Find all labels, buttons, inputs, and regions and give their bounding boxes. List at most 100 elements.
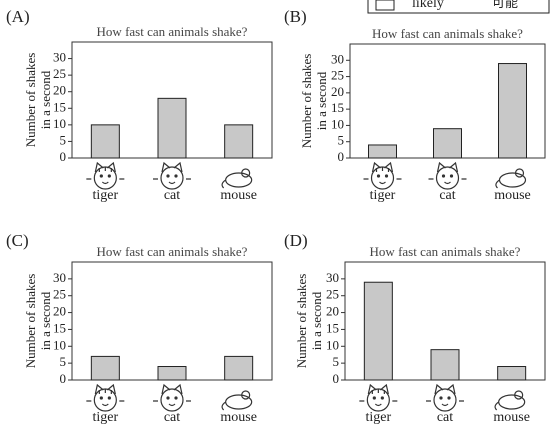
chart-title: How fast can animals shake?	[372, 26, 523, 41]
icon-shape	[437, 167, 459, 189]
y-tick-label: 0	[60, 371, 67, 386]
icon-shape	[166, 174, 169, 177]
bar	[158, 367, 186, 380]
x-tick-label: tiger	[93, 188, 119, 203]
y-tick-label: 0	[338, 149, 345, 164]
icon-shape	[100, 396, 103, 399]
icon-shape	[161, 389, 183, 411]
icon-shape	[359, 401, 397, 406]
y-axis-label: in a second	[38, 70, 53, 129]
x-tick-label: cat	[164, 410, 180, 425]
animal-icon	[496, 169, 526, 188]
animal-icon	[153, 385, 191, 411]
y-tick-label: 25	[331, 68, 344, 83]
icon-shape	[222, 402, 226, 410]
bar	[498, 367, 526, 380]
vocab-translation: 可能	[492, 0, 518, 10]
bar	[158, 98, 186, 158]
y-tick-label: 10	[53, 337, 66, 352]
x-tick-label: mouse	[220, 410, 257, 425]
y-tick-label: 20	[326, 304, 339, 319]
y-tick-label: 5	[333, 354, 340, 369]
bar	[431, 350, 459, 380]
bar	[225, 356, 253, 380]
y-axis-label: in a second	[38, 291, 53, 350]
animal-icon	[153, 163, 191, 189]
icon-shape	[100, 174, 103, 177]
y-tick-label: 25	[53, 287, 66, 302]
animal-icon	[364, 163, 402, 189]
animal-icon	[222, 391, 252, 410]
x-tick-label: mouse	[493, 410, 530, 425]
icon-shape	[166, 396, 169, 399]
y-tick-label: 30	[331, 51, 344, 66]
y-tick-label: 30	[53, 270, 66, 285]
icon-shape	[153, 401, 191, 406]
x-tick-label: tiger	[370, 188, 396, 203]
icon-shape	[108, 396, 111, 399]
y-tick-label: 15	[326, 320, 339, 335]
y-axis-label: Number of shakes	[294, 274, 309, 369]
panel-label: (B)	[284, 7, 307, 26]
vocab-box	[368, 0, 549, 13]
icon-shape	[496, 180, 500, 188]
y-tick-label: 10	[53, 116, 66, 131]
animal-icon	[86, 385, 124, 411]
y-axis-label: in a second	[314, 71, 329, 130]
icon-shape	[174, 396, 177, 399]
animal-icon	[426, 385, 464, 411]
y-axis-label: Number of shakes	[23, 53, 38, 148]
icon-shape	[426, 401, 464, 406]
y-tick-label: 0	[333, 371, 340, 386]
animal-icon	[495, 391, 525, 410]
y-tick-label: 15	[53, 99, 66, 114]
x-tick-label: tiger	[366, 410, 392, 425]
icon-shape	[161, 167, 183, 189]
chart-title: How fast can animals shake?	[97, 244, 248, 259]
icon-shape	[447, 396, 450, 399]
panel-label: (A)	[6, 7, 30, 26]
panel-label: (D)	[284, 231, 308, 250]
icon-shape	[222, 180, 226, 188]
y-tick-label: 30	[326, 270, 339, 285]
animal-icon	[222, 169, 252, 188]
y-tick-label: 20	[331, 84, 344, 99]
y-tick-label: 10	[331, 116, 344, 131]
animal-icon	[429, 163, 467, 189]
y-axis-label: Number of shakes	[23, 274, 38, 369]
bar	[434, 129, 462, 158]
x-tick-label: cat	[439, 188, 455, 203]
panel-label: (C)	[6, 231, 29, 250]
x-tick-label: cat	[437, 410, 453, 425]
chart-title: How fast can animals shake?	[97, 24, 248, 39]
icon-shape	[226, 173, 252, 187]
y-tick-label: 5	[60, 354, 67, 369]
y-axis-label: in a second	[309, 291, 324, 350]
y-tick-label: 15	[53, 320, 66, 335]
icon-shape	[174, 174, 177, 177]
bar	[499, 64, 527, 158]
x-tick-label: cat	[164, 188, 180, 203]
icon-shape	[500, 173, 526, 187]
y-tick-label: 25	[326, 287, 339, 302]
bar	[369, 145, 397, 158]
page: likely 可能 (A) How fast can animals shake?…	[0, 0, 550, 425]
vocab-word: likely	[412, 0, 444, 11]
animal-icon	[359, 385, 397, 411]
icon-shape	[450, 174, 453, 177]
icon-shape	[439, 396, 442, 399]
y-tick-label: 5	[60, 132, 67, 147]
y-tick-label: 20	[53, 83, 66, 98]
icon-shape	[373, 396, 376, 399]
y-tick-label: 25	[53, 66, 66, 81]
icon-shape	[429, 179, 467, 184]
x-tick-label: tiger	[93, 410, 119, 425]
bar	[225, 125, 253, 158]
y-axis-label: Number of shakes	[299, 54, 314, 149]
bar	[91, 356, 119, 380]
icon-shape	[86, 401, 124, 406]
bar	[364, 282, 392, 380]
icon-shape	[495, 402, 499, 410]
y-tick-label: 30	[53, 50, 66, 65]
y-tick-label: 15	[331, 100, 344, 115]
